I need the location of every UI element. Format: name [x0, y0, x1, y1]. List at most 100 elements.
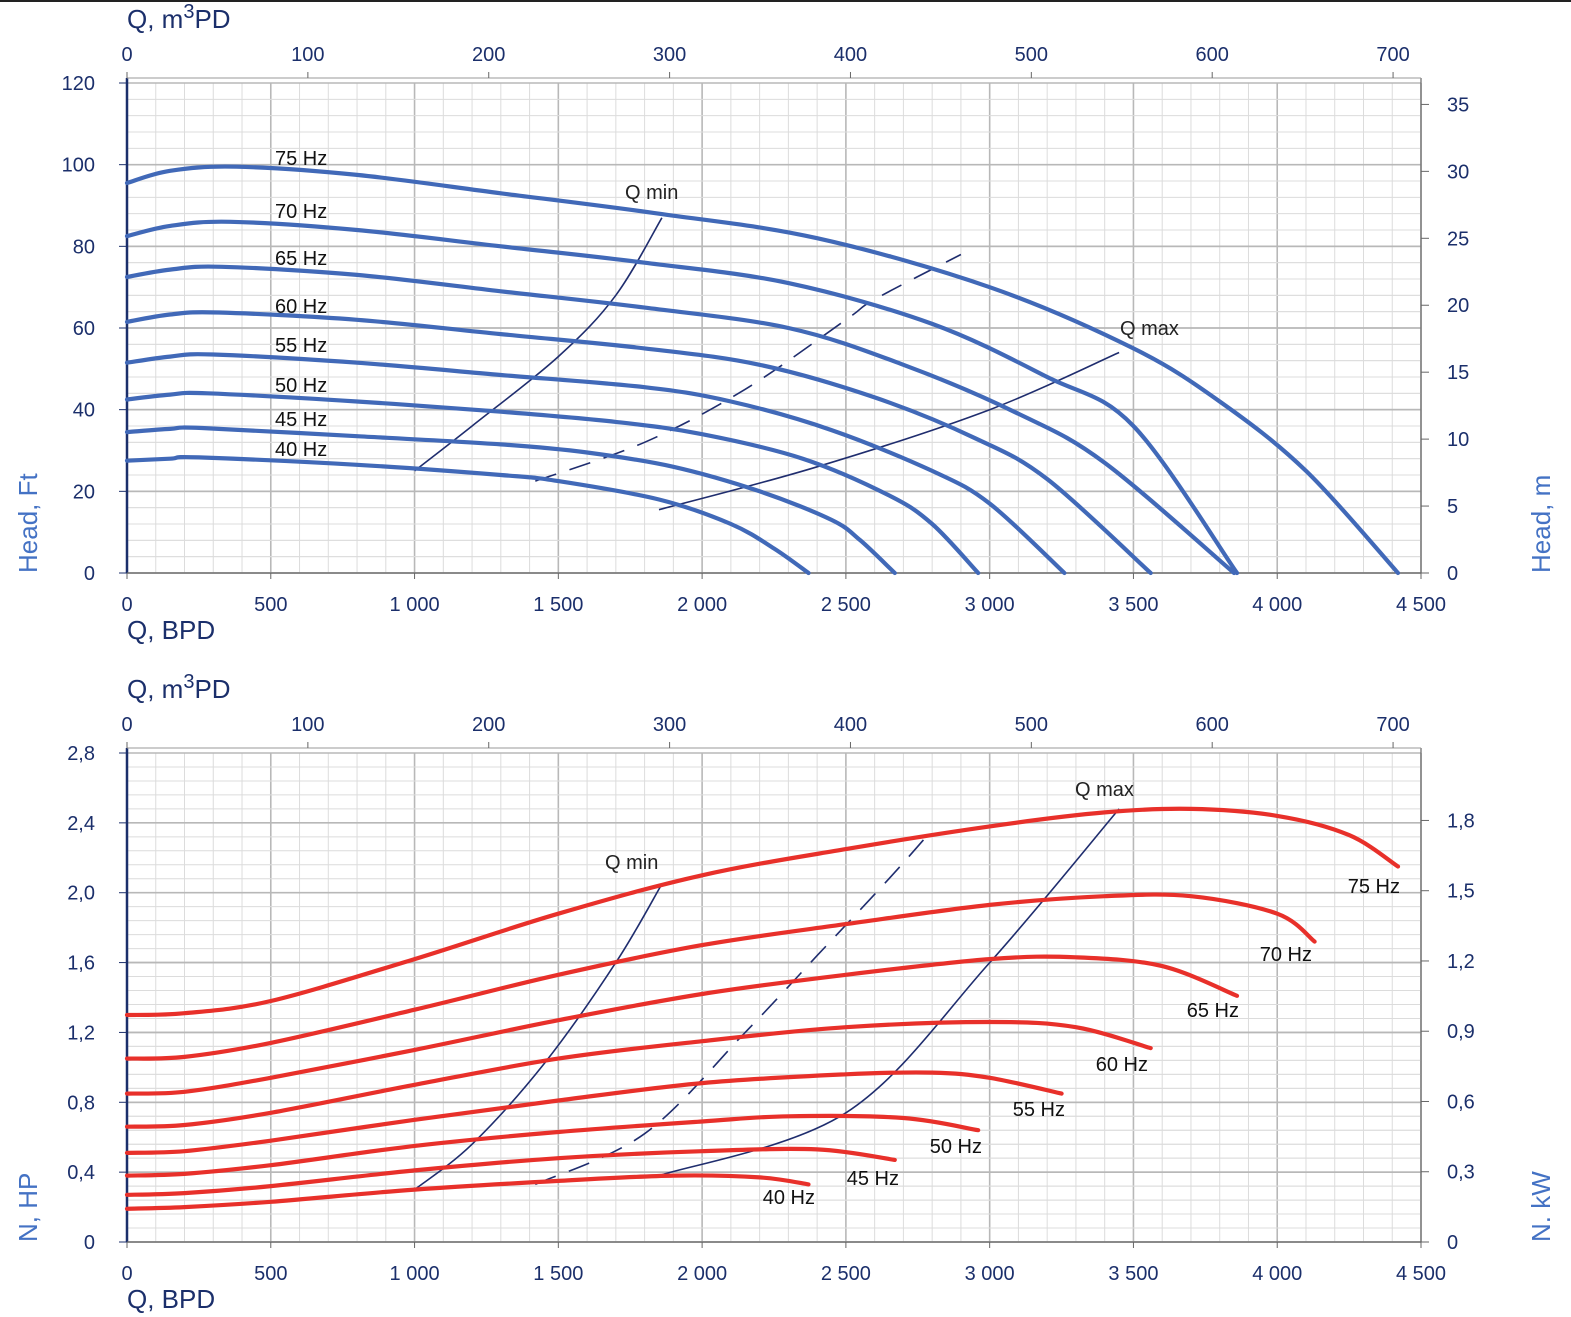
bottom-tick-label: 0 — [121, 594, 132, 616]
top-border — [0, 0, 1571, 2]
right-tick-label: 30 — [1447, 161, 1469, 183]
top-tick-label: 300 — [653, 714, 686, 736]
top-tick-label: 100 — [291, 714, 324, 736]
left-tick-label: 20 — [73, 481, 95, 503]
bottom-tick-label: 2 000 — [677, 1263, 727, 1285]
series-label: 60 Hz — [1096, 1054, 1148, 1076]
left-tick-label: 60 — [73, 318, 95, 340]
bottom-tick-label: 1 500 — [533, 1263, 583, 1285]
bottom-tick-label: 1 500 — [533, 594, 583, 616]
bottom-tick-label: 4 000 — [1252, 594, 1302, 616]
right-tick-label: 15 — [1447, 362, 1469, 384]
q-reference-line — [658, 351, 1120, 511]
left-tick-label: 2,8 — [67, 743, 95, 765]
qmin-label: Q min — [605, 852, 658, 874]
qmax-label: Q max — [1075, 779, 1134, 801]
left-tick-label: 1,2 — [67, 1022, 95, 1044]
series-label: 70 Hz — [1260, 944, 1312, 966]
right-tick-label: 25 — [1447, 228, 1469, 250]
series-label: 75 Hz — [275, 148, 327, 170]
left-tick-label: 0,4 — [67, 1162, 95, 1184]
bottom-tick-label: 2 500 — [821, 594, 871, 616]
series-line-40hz — [124, 1173, 811, 1211]
top-tick-label: 600 — [1196, 44, 1229, 66]
series-label: 55 Hz — [1013, 1099, 1065, 1121]
dashed-reference-line — [534, 829, 933, 1186]
top-tick-label: 500 — [1015, 714, 1048, 736]
right-axis-label: Head, m — [1526, 475, 1556, 573]
bottom-tick-label: 4 500 — [1396, 594, 1446, 616]
right-tick-label: 1,8 — [1447, 810, 1475, 832]
series-label: 50 Hz — [930, 1136, 982, 1158]
series-label: 75 Hz — [1348, 876, 1400, 898]
right-tick-label: 35 — [1447, 94, 1469, 116]
series-label: 40 Hz — [275, 439, 327, 461]
bottom-tick-label: 2 500 — [821, 1263, 871, 1285]
series-label: 55 Hz — [275, 335, 327, 357]
right-tick-label: 0,6 — [1447, 1091, 1475, 1113]
right-axis-label: N. kW — [1526, 1171, 1556, 1242]
top-tick-label: 500 — [1015, 44, 1048, 66]
left-tick-label: 2,0 — [67, 883, 95, 905]
top-tick-label: 400 — [834, 714, 867, 736]
q-reference-line — [414, 217, 663, 472]
left-tick-label: 0,8 — [67, 1092, 95, 1114]
bottom-tick-label: 2 000 — [677, 594, 727, 616]
top-tick-label: 0 — [121, 44, 132, 66]
left-axis-label: Head, Ft — [13, 473, 43, 573]
series-label: 60 Hz — [275, 296, 327, 318]
series-line-70hz — [124, 219, 1240, 576]
series-label: 65 Hz — [275, 248, 327, 270]
qmin-label: Q min — [625, 182, 678, 204]
series-line-70hz — [124, 892, 1317, 1061]
series-line-60hz — [124, 310, 1153, 576]
right-tick-label: 5 — [1447, 496, 1458, 518]
series-line-75hz — [124, 164, 1401, 576]
right-tick-label: 0,9 — [1447, 1021, 1475, 1043]
series-label: 70 Hz — [275, 201, 327, 223]
series-label: 45 Hz — [847, 1168, 899, 1190]
series-line-50hz — [124, 390, 981, 576]
series-label: 65 Hz — [1187, 1000, 1239, 1022]
dashed-reference-line — [535, 253, 962, 482]
top-tick-label: 700 — [1376, 44, 1409, 66]
bottom-tick-label: 3 500 — [1108, 1263, 1158, 1285]
right-tick-label: 10 — [1447, 429, 1469, 451]
left-tick-label: 120 — [62, 73, 95, 95]
right-tick-label: 20 — [1447, 295, 1469, 317]
bottom-tick-label: 3 000 — [965, 594, 1015, 616]
bottom-tick-label: 1 000 — [390, 1263, 440, 1285]
bottom-tick-label: 500 — [254, 594, 287, 616]
top-tick-label: 300 — [653, 44, 686, 66]
series-line-50hz — [124, 1113, 981, 1178]
series-line-65hz — [124, 954, 1240, 1096]
bottom-tick-label: 500 — [254, 1263, 287, 1285]
left-tick-label: 0 — [84, 1232, 95, 1254]
left-tick-label: 40 — [73, 400, 95, 422]
bottom-tick-label: 1 000 — [390, 594, 440, 616]
right-tick-label: 0,3 — [1447, 1162, 1475, 1184]
right-tick-label: 1,5 — [1447, 881, 1475, 903]
top-tick-label: 600 — [1196, 714, 1229, 736]
right-tick-label: 0 — [1447, 1232, 1458, 1254]
series-label: 50 Hz — [275, 375, 327, 397]
plot-area — [127, 753, 1421, 1242]
series-label: 45 Hz — [275, 409, 327, 431]
qmax-label: Q max — [1120, 318, 1179, 340]
series-line-55hz — [124, 352, 1067, 576]
series-line-40hz — [124, 454, 811, 576]
left-tick-label: 2,4 — [67, 813, 95, 835]
series-line-65hz — [124, 264, 1237, 576]
series-line-55hz — [124, 1070, 1064, 1155]
bottom-tick-label: 4 000 — [1252, 1263, 1302, 1285]
top-tick-label: 0 — [121, 714, 132, 736]
left-axis-label: N, HP — [13, 1173, 43, 1242]
bottom-tick-label: 3 000 — [965, 1263, 1015, 1285]
right-tick-label: 1,2 — [1447, 951, 1475, 973]
right-tick-label: 0 — [1447, 563, 1458, 585]
top-tick-label: 100 — [291, 44, 324, 66]
bottom-tick-label: 3 500 — [1108, 594, 1158, 616]
top-tick-label: 200 — [472, 44, 505, 66]
left-tick-label: 0 — [84, 563, 95, 585]
